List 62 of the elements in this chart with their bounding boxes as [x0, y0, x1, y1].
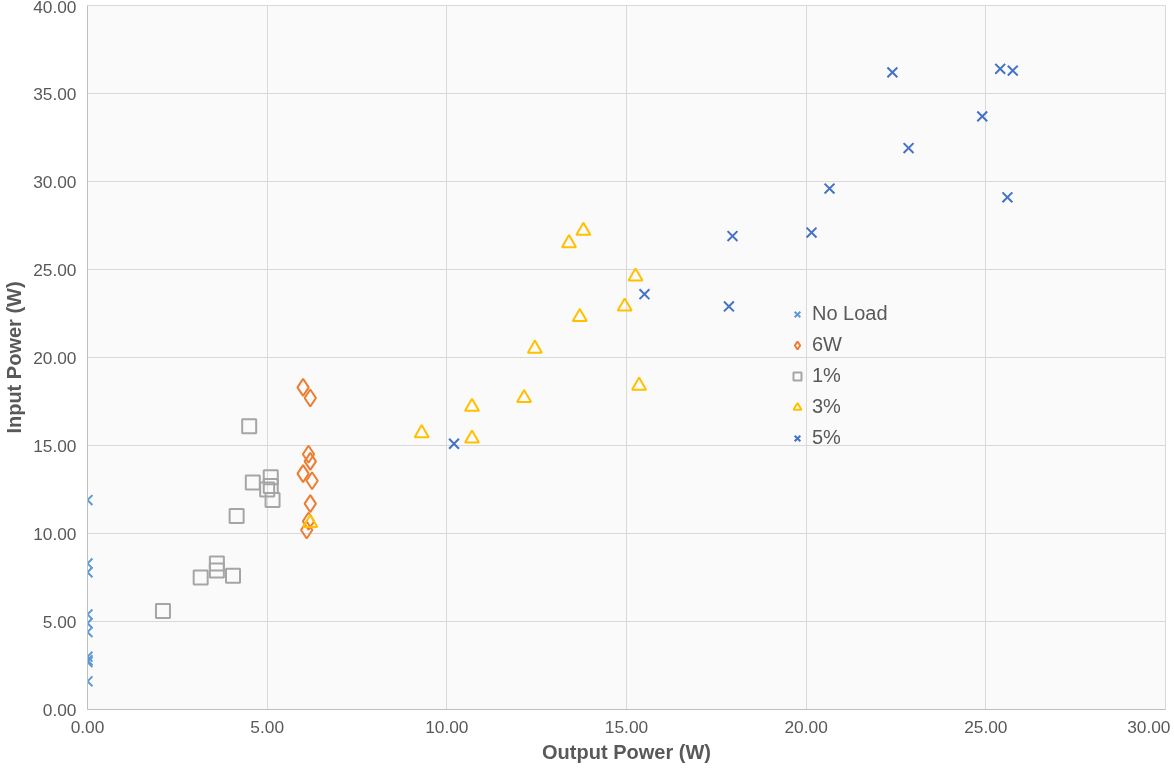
point — [571, 307, 588, 323]
y-tick-label: 10.00 — [33, 523, 77, 544]
y-axis-title: Input Power (W) — [3, 281, 26, 434]
point — [526, 339, 543, 354]
y-tick-label: 5.00 — [42, 611, 77, 632]
point — [823, 182, 836, 195]
point — [225, 567, 242, 584]
x-tick-label: 15.00 — [604, 716, 649, 737]
point — [805, 226, 818, 239]
y-tick-label: 25.00 — [33, 259, 77, 280]
point — [726, 230, 739, 243]
point — [627, 267, 644, 282]
point — [208, 562, 225, 579]
point — [561, 234, 578, 249]
point — [262, 469, 279, 486]
point — [303, 451, 317, 471]
point — [1001, 191, 1014, 204]
y-tick-label: 20.00 — [33, 347, 77, 368]
point — [192, 569, 209, 586]
point — [303, 388, 317, 408]
point — [301, 444, 316, 464]
point — [413, 424, 430, 439]
x-tick-label: 5.00 — [250, 716, 285, 737]
point — [575, 221, 592, 236]
point — [241, 418, 258, 435]
point — [976, 110, 989, 123]
legend-label: 6W — [812, 333, 842, 356]
point — [264, 492, 281, 509]
point — [631, 376, 648, 391]
point — [303, 494, 317, 514]
point — [259, 481, 276, 498]
point — [886, 66, 899, 79]
y-tick-label: 35.00 — [33, 83, 77, 104]
x-tick-label: 20.00 — [784, 716, 828, 737]
point — [208, 555, 225, 572]
point — [244, 474, 261, 491]
x-tick-label: 30.00 — [1127, 716, 1171, 737]
point — [722, 300, 735, 313]
point — [616, 297, 633, 312]
y-tick-label: 30.00 — [33, 171, 77, 192]
point — [463, 397, 480, 412]
point — [300, 520, 314, 540]
point — [154, 602, 171, 619]
point — [228, 507, 245, 524]
legend-label: 3% — [812, 395, 841, 418]
x-tick-label: 25.00 — [964, 716, 1008, 737]
point — [296, 464, 310, 484]
x-tick-label: 10.00 — [425, 716, 469, 737]
point — [638, 288, 651, 301]
legend-label: No Load — [812, 302, 888, 325]
legend-label: 5% — [812, 426, 841, 449]
y-tick-label: 40.00 — [33, 0, 77, 17]
x-axis-title: Output Power (W) — [542, 740, 711, 763]
legend-label: 1% — [812, 364, 841, 387]
point — [448, 437, 460, 450]
point — [463, 429, 480, 444]
y-tick-label: 15.00 — [33, 435, 77, 456]
point — [516, 388, 533, 404]
point — [296, 377, 310, 397]
point — [262, 477, 279, 494]
point — [305, 471, 319, 491]
point — [902, 142, 915, 155]
